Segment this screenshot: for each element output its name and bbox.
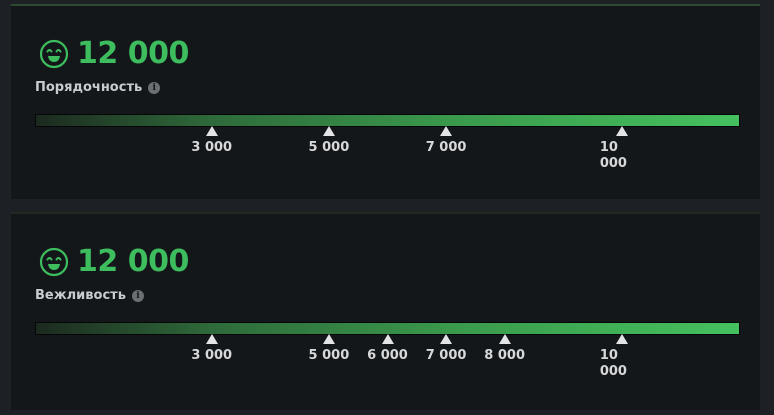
triangle-marker-icon [205, 334, 218, 344]
smiley-face-icon [39, 39, 69, 68]
threshold-label: 3 000 [191, 348, 233, 363]
threshold-label: 5 000 [308, 140, 350, 155]
threshold-label: 10 000 [599, 348, 627, 379]
triangle-marker-icon [615, 334, 628, 344]
triangle-marker-icon [440, 126, 453, 136]
category-label: Порядочность i [35, 80, 161, 95]
triangle-marker-icon [381, 334, 394, 344]
score-value: 12 000 [77, 36, 189, 71]
triangle-marker-icon [498, 334, 511, 344]
triangle-marker-icon [322, 334, 335, 344]
category-name: Вежливость [35, 288, 126, 303]
score-header: 12 000 [39, 244, 189, 279]
triangle-marker-icon [615, 126, 628, 136]
politeness-panel: 12 000 Вежливость i 3 000 5 000 6 000 7 000 8… [11, 212, 760, 410]
info-icon[interactable]: i [148, 81, 161, 94]
category-label: Вежливость i [35, 288, 144, 303]
smiley-face-icon [39, 247, 69, 276]
triangle-marker-icon [205, 126, 218, 136]
threshold-label: 7 000 [425, 348, 467, 363]
triangle-marker-icon [322, 126, 335, 136]
threshold-label: 3 000 [191, 140, 233, 155]
threshold-label: 8 000 [484, 348, 526, 363]
conduct-panel: 12 000 Порядочность i 3 000 5 000 7 000 10 0… [11, 4, 760, 199]
triangle-marker-icon [440, 334, 453, 344]
threshold-label: 5 000 [308, 348, 350, 363]
threshold-label: 6 000 [367, 348, 408, 363]
threshold-label: 10 000 [599, 140, 627, 171]
threshold-label: 7 000 [425, 140, 467, 155]
progress-bar [35, 114, 740, 127]
score-header: 12 000 [39, 36, 189, 71]
info-icon[interactable]: i [131, 289, 144, 302]
score-value: 12 000 [77, 244, 189, 279]
category-name: Порядочность [35, 80, 143, 95]
